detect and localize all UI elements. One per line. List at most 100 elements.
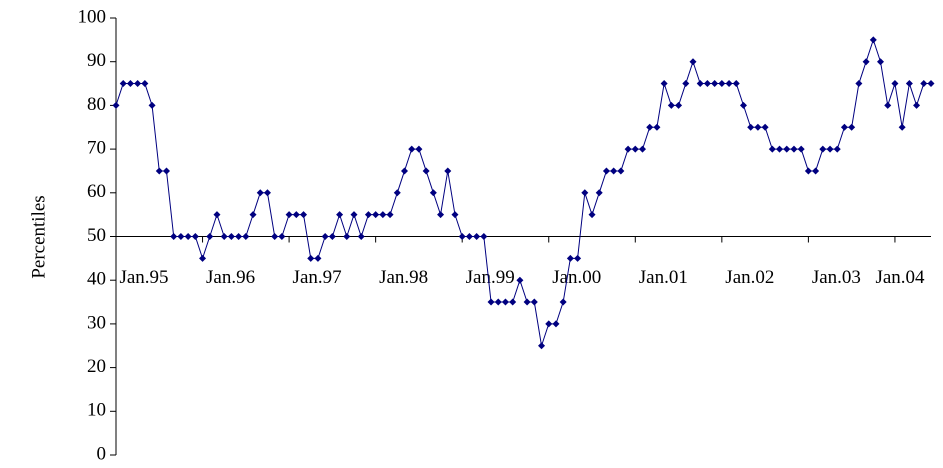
marker [574, 254, 582, 262]
marker [465, 233, 473, 240]
marker [271, 233, 279, 240]
marker [833, 145, 841, 153]
marker [206, 233, 214, 240]
marker [487, 298, 495, 306]
marker [155, 167, 163, 175]
marker [732, 80, 740, 88]
marker [617, 167, 625, 175]
marker [357, 233, 365, 240]
marker [631, 145, 639, 153]
marker [242, 233, 250, 240]
x-tick-label: Jan.03 [812, 267, 861, 288]
marker [877, 58, 885, 66]
marker [725, 80, 733, 88]
marker [675, 101, 683, 109]
marker [112, 101, 120, 109]
marker [458, 233, 466, 240]
marker [855, 80, 863, 88]
marker [689, 58, 697, 66]
marker [350, 211, 358, 219]
marker [509, 298, 517, 306]
y-tick-label: 90 [87, 50, 106, 71]
marker [696, 80, 704, 88]
marker [480, 233, 488, 240]
marker [285, 211, 293, 219]
marker [898, 123, 906, 131]
y-tick-label: 60 [87, 181, 106, 202]
marker [444, 167, 452, 175]
marker [566, 254, 574, 262]
marker [408, 145, 416, 153]
marker [379, 211, 387, 219]
marker [170, 233, 178, 240]
marker [869, 36, 877, 44]
marker [429, 189, 437, 197]
marker [711, 80, 719, 88]
marker [199, 254, 207, 262]
x-tick-label: Jan.95 [119, 267, 168, 288]
marker [913, 101, 921, 109]
marker [927, 80, 935, 88]
marker [754, 123, 762, 131]
marker [300, 211, 308, 219]
marker [761, 123, 769, 131]
marker [768, 145, 776, 153]
marker [343, 233, 351, 240]
marker [126, 80, 134, 88]
marker [602, 167, 610, 175]
marker [249, 211, 257, 219]
marker [703, 80, 711, 88]
y-tick-label: 80 [87, 94, 106, 115]
marker [321, 233, 329, 240]
y-tick-label: 30 [87, 312, 106, 333]
marker [213, 211, 221, 219]
marker [660, 80, 668, 88]
marker [220, 233, 228, 240]
marker [314, 254, 322, 262]
marker [235, 233, 243, 240]
marker [364, 211, 372, 219]
marker [653, 123, 661, 131]
marker [595, 189, 603, 197]
marker [148, 101, 156, 109]
marker [581, 189, 589, 197]
x-tick-label: Jan.02 [725, 267, 774, 288]
marker [667, 101, 675, 109]
marker [783, 145, 791, 153]
marker [538, 342, 546, 350]
marker [393, 189, 401, 197]
marker [812, 167, 820, 175]
marker [862, 58, 870, 66]
x-tick-label: Jan.99 [466, 267, 515, 288]
x-tick-label: Jan.96 [206, 267, 255, 288]
marker [905, 80, 913, 88]
x-tick-label: Jan.97 [293, 267, 342, 288]
marker [400, 167, 408, 175]
marker [473, 233, 481, 240]
marker [162, 167, 170, 175]
marker [307, 254, 315, 262]
marker [559, 298, 567, 306]
marker [278, 233, 286, 240]
marker [263, 189, 271, 197]
marker [646, 123, 654, 131]
marker [328, 233, 336, 240]
marker [516, 276, 524, 284]
marker [451, 211, 459, 219]
marker [776, 145, 784, 153]
marker [336, 211, 344, 219]
marker [790, 145, 798, 153]
y-axis-title: Percentiles [28, 195, 49, 278]
marker [372, 211, 380, 219]
marker [523, 298, 531, 306]
marker [191, 233, 199, 240]
marker [545, 320, 553, 328]
marker [494, 298, 502, 306]
marker [891, 80, 899, 88]
marker [501, 298, 509, 306]
marker [624, 145, 632, 153]
x-tick-label: Jan.00 [552, 267, 601, 288]
marker [639, 145, 647, 153]
y-tick-label: 10 [87, 400, 106, 421]
marker [292, 211, 300, 219]
